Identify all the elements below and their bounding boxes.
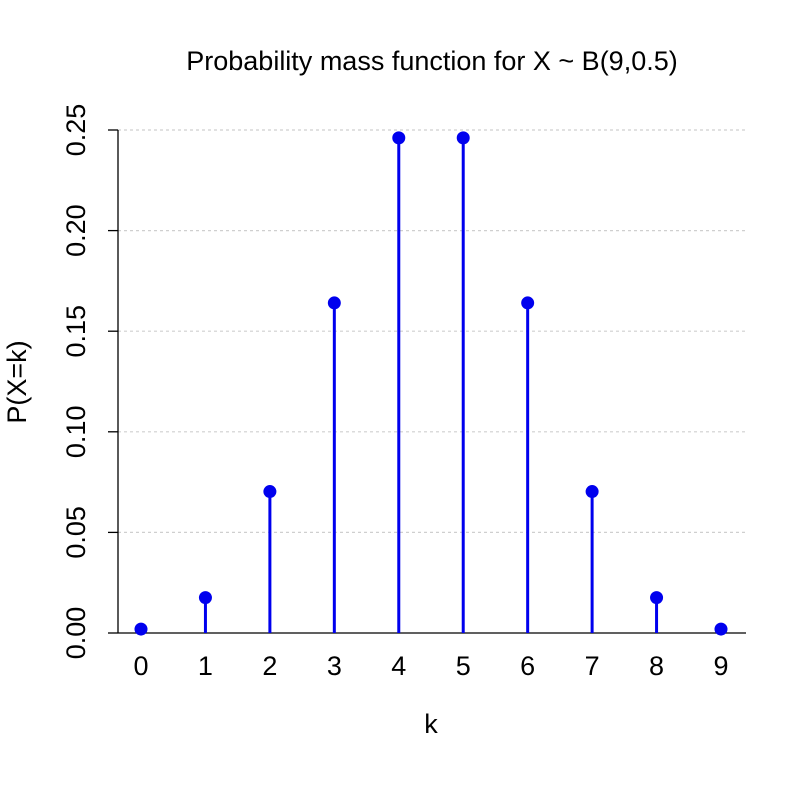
chart-title: Probability mass function for X ~ B(9,0.… <box>186 46 677 76</box>
x-tick-label: 7 <box>585 651 600 681</box>
data-point <box>714 622 728 636</box>
x-tick-label: 2 <box>262 651 277 681</box>
axes <box>117 130 746 634</box>
points <box>134 131 728 636</box>
y-tick-label: 0.25 <box>61 104 91 157</box>
data-point <box>198 591 212 605</box>
x-tick-label: 6 <box>520 651 535 681</box>
data-point <box>392 131 406 145</box>
x-tick-label: 1 <box>198 651 213 681</box>
x-tick-label: 3 <box>327 651 342 681</box>
x-tick-label: 0 <box>133 651 148 681</box>
y-axis-ticks: 0.00 0.05 0.10 0.15 0.20 0.25 <box>61 104 118 660</box>
x-tick-label: 9 <box>713 651 728 681</box>
x-axis-label: k <box>424 709 438 739</box>
data-point <box>585 485 599 499</box>
y-tick-label: 0.15 <box>61 305 91 358</box>
y-tick-label: 0.05 <box>61 506 91 559</box>
y-axis-label: P(X=k) <box>2 340 32 423</box>
data-point <box>134 622 148 636</box>
x-axis-ticks: 0 1 2 3 4 5 6 7 8 9 <box>133 651 728 681</box>
x-tick-label: 8 <box>649 651 664 681</box>
data-point <box>456 131 470 145</box>
x-tick-label: 5 <box>456 651 471 681</box>
stems <box>139 137 723 633</box>
y-tick-label: 0.00 <box>61 607 91 660</box>
data-point <box>263 485 277 499</box>
grid-lines <box>118 129 746 534</box>
data-point <box>521 296 535 310</box>
y-tick-label: 0.10 <box>61 406 91 459</box>
y-tick-label: 0.20 <box>61 204 91 257</box>
x-tick-label: 4 <box>391 651 406 681</box>
data-point <box>327 296 341 310</box>
data-point <box>650 591 664 605</box>
